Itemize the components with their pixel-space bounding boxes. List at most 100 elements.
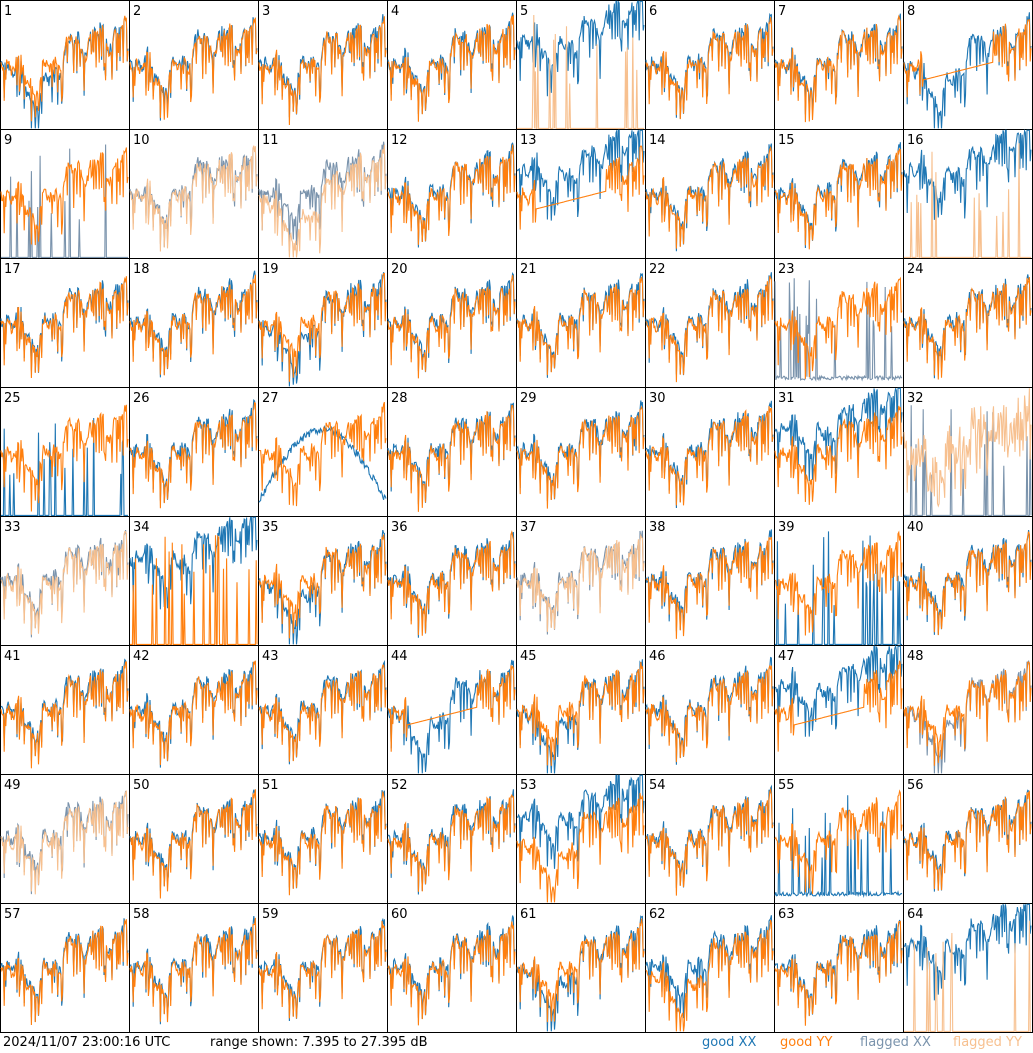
tile-41: 41 bbox=[0, 645, 130, 775]
tile-label: 46 bbox=[649, 649, 666, 664]
yy-series-line bbox=[774, 789, 903, 894]
xx-series-line bbox=[774, 795, 903, 898]
tile-frame bbox=[0, 516, 130, 646]
tile-label: 19 bbox=[262, 262, 279, 277]
tile-24: 24 bbox=[903, 258, 1033, 388]
yy-series-line bbox=[258, 791, 387, 896]
xx-series-line bbox=[774, 278, 903, 382]
tile-label: 33 bbox=[4, 520, 21, 535]
yy-series-line bbox=[904, 143, 1031, 258]
tile-62: 62 bbox=[645, 903, 775, 1033]
xx-series-line bbox=[903, 903, 1032, 1001]
tile-label: 2 bbox=[133, 4, 141, 19]
tile-59: 59 bbox=[258, 903, 388, 1033]
tile-frame bbox=[516, 516, 646, 646]
tile-label: 61 bbox=[520, 907, 537, 922]
tile-label: 17 bbox=[4, 262, 21, 277]
yy-series-line bbox=[129, 274, 258, 376]
tile-frame bbox=[903, 0, 1033, 130]
tile-label: 43 bbox=[262, 649, 279, 664]
xx-series-line bbox=[129, 516, 258, 610]
tile-frame bbox=[903, 774, 1033, 904]
tile-label: 28 bbox=[391, 391, 408, 406]
tile-6: 6 bbox=[645, 0, 775, 130]
tile-label: 3 bbox=[262, 4, 270, 19]
tile-61: 61 bbox=[516, 903, 646, 1033]
tile-frame bbox=[129, 387, 259, 517]
xx-series-line bbox=[258, 272, 387, 387]
yy-series-line bbox=[774, 148, 903, 250]
tile-label: 34 bbox=[133, 520, 150, 535]
yy-series-line bbox=[0, 919, 129, 1026]
yy-series-line bbox=[259, 401, 387, 507]
tile-frame bbox=[774, 903, 904, 1033]
tile-label: 10 bbox=[133, 133, 150, 148]
tile-frame bbox=[129, 129, 259, 259]
footer: 2024/11/07 23:00:16 UTC range shown: 7.3… bbox=[0, 1033, 1033, 1053]
yy-series-line bbox=[387, 405, 516, 512]
xx-series-line bbox=[904, 405, 1032, 516]
yy-series-line bbox=[387, 529, 516, 636]
tile-label: 54 bbox=[649, 778, 666, 793]
tile-57: 57 bbox=[0, 903, 130, 1033]
tile-22: 22 bbox=[645, 258, 775, 388]
tile-label: 31 bbox=[778, 391, 795, 406]
tile-label: 48 bbox=[907, 649, 924, 664]
tile-label: 63 bbox=[778, 907, 795, 922]
tile-label: 38 bbox=[649, 520, 666, 535]
tile-55: 55 bbox=[774, 774, 904, 904]
tile-49: 49 bbox=[0, 774, 130, 904]
tile-label: 40 bbox=[907, 520, 924, 535]
tile-7: 7 bbox=[774, 0, 904, 130]
tile-16: 16 bbox=[903, 128, 1033, 259]
yy-series-line bbox=[645, 275, 774, 383]
tile-label: 64 bbox=[907, 907, 924, 922]
yy-series-line bbox=[258, 144, 387, 258]
yy-series-line bbox=[774, 660, 903, 752]
xx-series-line bbox=[645, 915, 774, 1022]
tile-11: 11 bbox=[258, 129, 388, 259]
tile-frame bbox=[258, 258, 388, 388]
yy-series-line bbox=[387, 665, 516, 752]
tile-2: 2 bbox=[129, 0, 259, 130]
tile-28: 28 bbox=[387, 387, 517, 517]
tile-label: 35 bbox=[262, 520, 279, 535]
legend-flagged-xx: flagged XX bbox=[860, 1035, 931, 1050]
tile-label: 32 bbox=[907, 391, 924, 406]
tile-42: 42 bbox=[129, 645, 259, 775]
tile-label: 5 bbox=[520, 4, 528, 19]
tile-4: 4 bbox=[387, 0, 517, 130]
tile-frame bbox=[645, 129, 775, 259]
yy-series-line bbox=[645, 665, 774, 763]
tile-frame bbox=[387, 0, 517, 130]
tile-frame bbox=[0, 774, 130, 904]
yy-series-line bbox=[387, 921, 516, 1026]
tile-48: 48 bbox=[903, 645, 1033, 775]
tile-label: 36 bbox=[391, 520, 408, 535]
tile-frame bbox=[129, 645, 259, 775]
yy-series-line bbox=[516, 276, 645, 376]
yy-series-line bbox=[258, 272, 387, 382]
legend-good-xx: good XX bbox=[702, 1035, 757, 1050]
tile-frame bbox=[516, 774, 646, 904]
yy-series-line bbox=[516, 533, 645, 632]
tile-label: 23 bbox=[778, 262, 795, 277]
tile-frame bbox=[516, 129, 646, 259]
yy-series-line bbox=[0, 276, 129, 379]
yy-series-line bbox=[516, 918, 645, 1023]
tile-frame bbox=[129, 774, 259, 904]
tile-19: 19 bbox=[258, 258, 388, 388]
tile-frame bbox=[645, 516, 775, 646]
tile-frame bbox=[387, 774, 517, 904]
tile-60: 60 bbox=[387, 903, 517, 1033]
tile-56: 56 bbox=[903, 774, 1033, 904]
tile-63: 63 bbox=[774, 903, 904, 1033]
tile-44: 44 bbox=[387, 645, 517, 775]
yy-series-line bbox=[904, 920, 1031, 1032]
tile-47: 47 bbox=[774, 644, 904, 775]
tile-label: 22 bbox=[649, 262, 666, 277]
yy-series-line bbox=[129, 145, 258, 252]
yy-series-line bbox=[645, 536, 774, 639]
tile-label: 8 bbox=[907, 4, 915, 19]
tile-frame bbox=[129, 258, 259, 388]
